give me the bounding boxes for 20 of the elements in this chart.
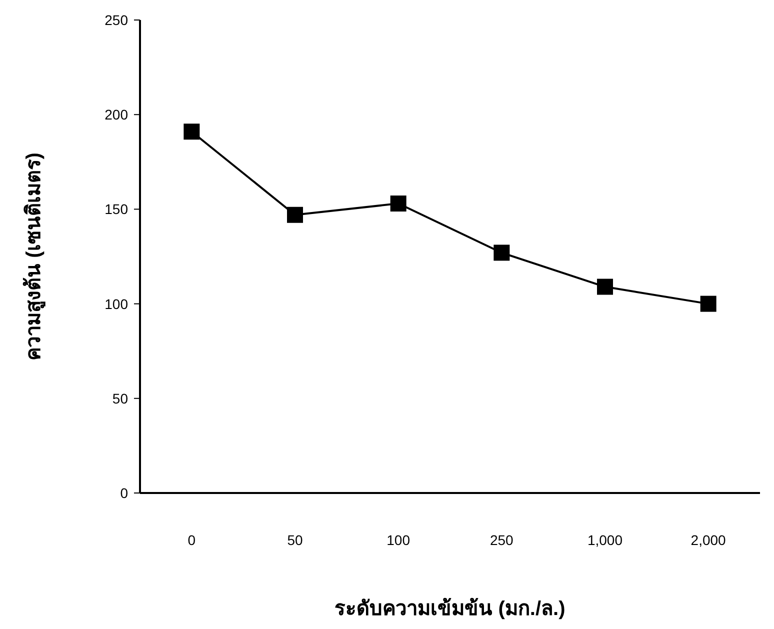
x-tick-label: 2,000 <box>690 532 726 548</box>
point <box>287 206 303 223</box>
y-tick-label: 0 <box>120 485 128 501</box>
x-axis-title: ระดับความเข้มข้น (มก./ล.) <box>334 597 566 620</box>
x-tick-label: 100 <box>386 532 410 548</box>
point <box>700 296 716 312</box>
point <box>597 278 613 295</box>
point <box>390 196 406 212</box>
y-tick-label: 50 <box>112 390 128 406</box>
y-axis-title: ความสูงต้น (เซนติเมตร) <box>22 152 47 360</box>
y-tick-label: 100 <box>104 296 128 312</box>
y-tick-label: 200 <box>104 106 128 123</box>
point <box>184 124 200 140</box>
x-tick-label: 0 <box>188 532 196 548</box>
x-tick-label: 250 <box>490 532 514 548</box>
y-tick-label: 150 <box>104 201 128 218</box>
x-tick-label: 1,000 <box>587 532 623 548</box>
x-tick-label: 50 <box>287 532 303 548</box>
point <box>494 244 510 261</box>
y-tick-label: 250 <box>104 12 128 28</box>
